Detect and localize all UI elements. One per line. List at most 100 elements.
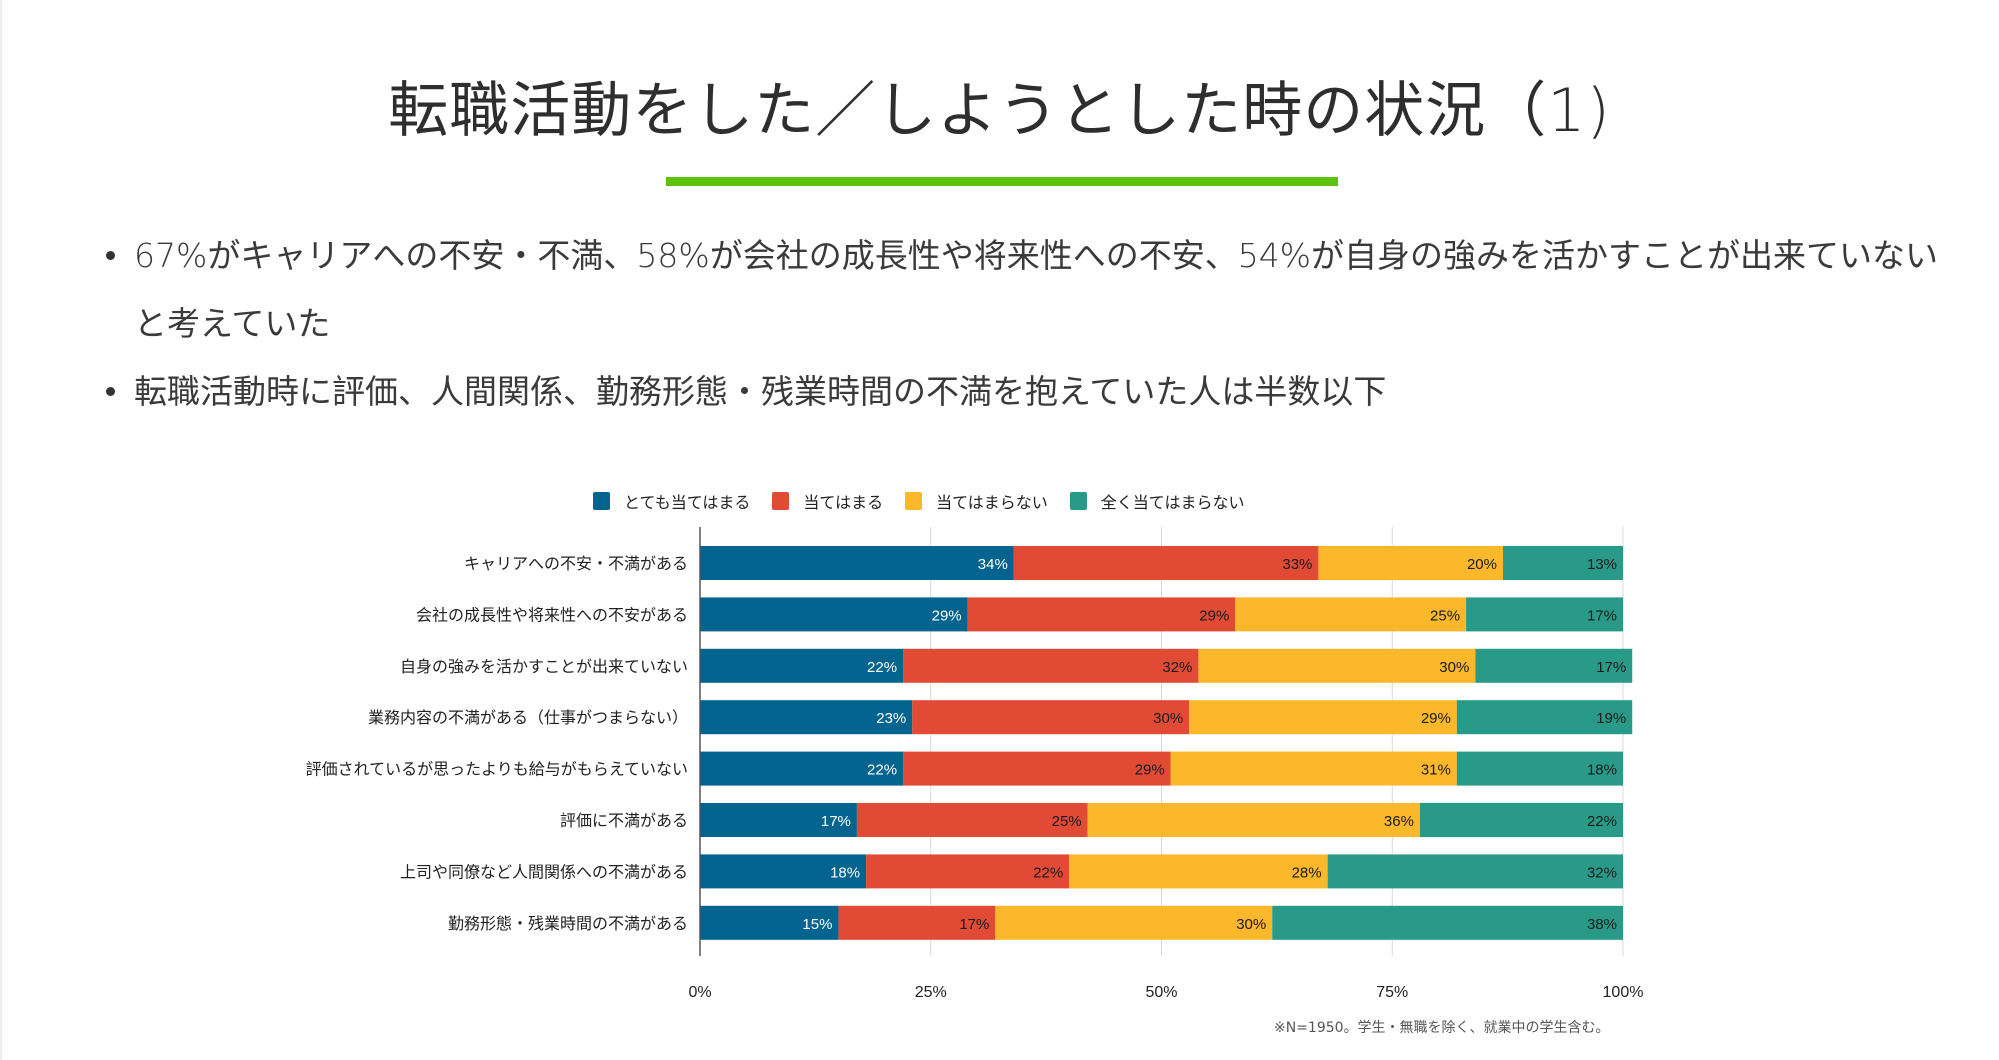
data-label: 38% [1587, 916, 1617, 933]
bullet-dot-icon [106, 251, 115, 260]
bar-segment [1013, 546, 1319, 580]
bar-segment [1466, 597, 1623, 632]
bar-segment [1419, 803, 1623, 837]
category-label: 自身の強みを活かすことが出来ていない [400, 657, 688, 676]
bar-segment [1235, 597, 1467, 632]
bar-segment [700, 854, 867, 889]
data-label: 22% [1033, 864, 1063, 881]
data-label: 32% [1587, 864, 1617, 881]
bar-segment [838, 905, 996, 940]
data-label: 29% [932, 607, 962, 624]
data-label: 20% [1467, 556, 1497, 573]
bullet-list: 67%がキャリアへの不安・不満、58%が会社の成長性や将来性への不安、54%が自… [100, 222, 1960, 426]
legend-label: 全く当てはまらない [1100, 493, 1245, 512]
bar-segment [700, 648, 904, 683]
data-label: 19% [1596, 710, 1626, 727]
data-label: 18% [830, 864, 860, 881]
category-label: 上司や同僚など人間関係への不満がある [400, 862, 688, 881]
bar-segment [1087, 803, 1420, 837]
data-label: 17% [959, 916, 989, 933]
data-label: 13% [1587, 556, 1617, 573]
bullet-item: 67%がキャリアへの不安・不満、58%が会社の成長性や将来性への不安、54%が自… [100, 222, 1960, 358]
data-label: 29% [1421, 710, 1451, 727]
data-label: 25% [1430, 607, 1460, 624]
bar-segment [866, 854, 1070, 889]
legend-label: 当てはまる [803, 493, 884, 512]
data-label: 17% [1596, 659, 1626, 676]
data-label: 33% [1282, 556, 1312, 573]
bar-segment [1170, 751, 1457, 786]
slide-border [0, 0, 2, 1060]
data-label: 23% [876, 710, 906, 727]
data-label: 30% [1153, 710, 1183, 727]
legend-label: 当てはまらない [936, 493, 1048, 512]
bullet-dot-icon [106, 387, 115, 396]
bar-segment [700, 597, 968, 632]
legend-item: 当てはまらない [905, 489, 1048, 513]
bar-segment [1503, 546, 1623, 580]
title-underline [666, 177, 1338, 186]
data-label: 17% [821, 813, 851, 830]
bar-segment [1456, 751, 1623, 786]
bar-segment [903, 751, 1171, 786]
data-label: 31% [1421, 762, 1451, 779]
bar-segment [1318, 546, 1504, 580]
bar-segment [1456, 700, 1633, 735]
legend-item: 当てはまる [772, 489, 883, 513]
chart-legend: とても当てはまる 当てはまる 当てはまらない 全く当てはまらない [593, 490, 1244, 512]
data-label: 28% [1292, 864, 1322, 881]
bar-segment [995, 905, 1273, 940]
x-tick-label: 25% [915, 984, 947, 1001]
legend-item: 全く当てはまらない [1069, 489, 1245, 513]
footnote: ※N=1950。学生・無職を除く、就業中の学生含む。 [1274, 1020, 1610, 1036]
bullet-item: 転職活動時に評価、人間関係、勤務形態・残業時間の不満を抱えていた人は半数以下 [100, 358, 1960, 426]
bar-segment [1272, 905, 1623, 940]
bar-segment [700, 905, 839, 940]
slide-title: 転職活動をした／しようとした時の状況（1) [388, 76, 1611, 146]
bar-segment [967, 597, 1236, 632]
x-tick-label: 100% [1603, 984, 1644, 1001]
data-label: 15% [802, 916, 832, 933]
legend-swatch-icon [772, 492, 790, 510]
data-label: 22% [867, 762, 897, 779]
category-label: 会社の成長性や将来性への不安がある [416, 605, 688, 624]
bar-segment [912, 700, 1190, 735]
bullet-text: 転職活動時に評価、人間関係、勤務形態・残業時間の不満を抱えていた人は半数以下 [134, 372, 1387, 411]
legend-label: とても当てはまる [624, 493, 751, 512]
data-label: 17% [1587, 607, 1617, 624]
data-label: 30% [1236, 916, 1266, 933]
data-label: 29% [1199, 607, 1229, 624]
category-label: キャリアへの不安・不満がある [464, 554, 688, 573]
legend-swatch-icon [905, 492, 923, 510]
category-label: 評価に不満がある [560, 811, 688, 830]
bar-segment [700, 803, 857, 837]
category-label: 業務内容の不満がある（仕事がつまらない） [368, 708, 688, 727]
bullet-text: 67%がキャリアへの不安・不満、58%が会社の成長性や将来性への不安、54%が自… [134, 236, 1939, 343]
bar-segment [1475, 648, 1633, 683]
data-label: 22% [867, 659, 897, 676]
bar-segment [700, 751, 904, 786]
category-label: 勤務形態・残業時間の不満がある [448, 914, 688, 933]
bar-segment [700, 546, 1014, 580]
bar-segment [1327, 854, 1623, 889]
bar-segment [1069, 854, 1328, 889]
data-label: 18% [1587, 762, 1617, 779]
data-label: 25% [1052, 813, 1082, 830]
x-tick-label: 0% [688, 984, 711, 1001]
category-label: 評価されているが思ったよりも給与がもらえていない [306, 760, 688, 779]
bar-segment [856, 803, 1088, 837]
legend-swatch-icon [593, 492, 610, 510]
bar-segment [1198, 648, 1476, 683]
bar-segment [1189, 700, 1457, 735]
x-tick-label: 50% [1145, 984, 1177, 1001]
legend-item: とても当てはまる [593, 489, 750, 513]
data-label: 32% [1162, 659, 1192, 676]
data-label: 34% [978, 556, 1008, 573]
bar-segment [700, 700, 913, 735]
data-label: 29% [1135, 762, 1165, 779]
data-label: 36% [1384, 813, 1414, 830]
data-label: 22% [1587, 813, 1617, 830]
bar-segment [903, 648, 1199, 683]
legend-swatch-icon [1069, 492, 1087, 510]
